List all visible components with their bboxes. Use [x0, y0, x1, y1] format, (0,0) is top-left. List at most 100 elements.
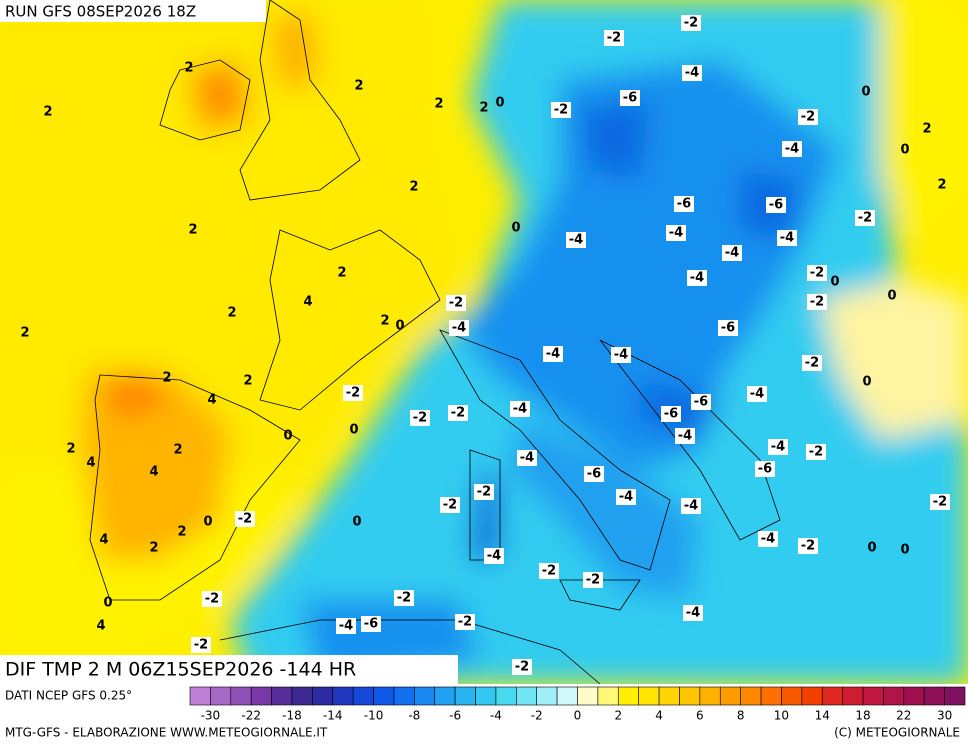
- contour-label: -6: [769, 198, 783, 213]
- field-box: [0, 655, 458, 685]
- contour-label: -2: [451, 406, 465, 421]
- colorbar-label: 6: [696, 709, 704, 723]
- colorbar-label: -10: [364, 709, 384, 723]
- contour-label: 2: [162, 371, 171, 386]
- contour-label: 2: [354, 79, 363, 94]
- label-bg: [681, 15, 701, 31]
- contour-label: -4: [669, 226, 683, 241]
- label-bg: [235, 511, 255, 527]
- contour-label: -2: [443, 498, 457, 513]
- contour-label: -2: [607, 31, 621, 46]
- colorbar-cell: [617, 686, 639, 706]
- contour-label: -4: [569, 233, 583, 248]
- colorbar-cell: [189, 686, 211, 706]
- contour-label: -4: [614, 348, 628, 363]
- label-bg: [620, 90, 640, 106]
- colorbar-cell: [393, 686, 415, 706]
- label-bg: [449, 320, 469, 336]
- colorbar-cell: [842, 686, 864, 706]
- colorbar-label: 30: [937, 709, 952, 723]
- colorbar-cell: [638, 686, 660, 706]
- contour-label: -2: [801, 539, 815, 554]
- colorbar-cell: [434, 686, 456, 706]
- label-bg: [584, 466, 604, 482]
- label-bg: [394, 590, 414, 606]
- label-bg: [747, 386, 767, 402]
- contour-label: 2: [380, 314, 389, 329]
- colorbar-cell: [577, 686, 599, 706]
- contour-label: 0: [867, 541, 876, 556]
- label-bg: [798, 109, 818, 125]
- contour-label: 0: [103, 596, 112, 611]
- label-bg: [484, 548, 504, 564]
- contour-label: -4: [725, 246, 739, 261]
- contour-label: -4: [685, 66, 699, 81]
- label-bg: [683, 605, 703, 621]
- contour-label: -2: [346, 386, 360, 401]
- colorbar-label: 8: [737, 709, 745, 723]
- label-bg: [604, 30, 624, 46]
- contour-label: -2: [809, 445, 823, 460]
- colorbar-label: 2: [614, 709, 622, 723]
- field: [0, 0, 968, 684]
- run-box: [0, 0, 266, 22]
- label-bg: [807, 265, 827, 281]
- contour-label: -4: [780, 231, 794, 246]
- label-bg: [551, 102, 571, 118]
- colorbar-cell: [312, 686, 334, 706]
- contour-label: 0: [352, 515, 361, 530]
- label-bg: [691, 394, 711, 410]
- colorbar-cell: [923, 686, 945, 706]
- contour-label: 2: [937, 178, 946, 193]
- contour-label: -6: [694, 395, 708, 410]
- contour-label: 4: [207, 393, 216, 408]
- contour-label: 2: [434, 97, 443, 112]
- colorbar-cell: [230, 686, 252, 706]
- contour-label: 2: [479, 101, 488, 116]
- label-bg: [782, 141, 802, 157]
- label-bg: [687, 270, 707, 286]
- colorbar-cell: [740, 686, 762, 706]
- contour-label: -2: [933, 495, 947, 510]
- contour-label: -2: [554, 103, 568, 118]
- contour-label: 4: [99, 533, 108, 548]
- colorbar-cell: [903, 686, 925, 706]
- contour-label: -4: [750, 387, 764, 402]
- colorbar-label: 0: [574, 709, 582, 723]
- colorbar-cell: [556, 686, 578, 706]
- colorbar-label: -18: [282, 709, 302, 723]
- contour-label: 2: [922, 122, 931, 137]
- colorbar-cell: [373, 686, 395, 706]
- colorbar-label: -30: [201, 709, 221, 723]
- colorbar-cell: [536, 686, 558, 706]
- label-bg: [798, 538, 818, 554]
- contour-label: 0: [283, 429, 292, 444]
- label-bg: [681, 498, 701, 514]
- label-bg: [777, 230, 797, 246]
- contour-label: -4: [678, 429, 692, 444]
- colorbar-cell: [271, 686, 293, 706]
- contour-label: -4: [619, 490, 633, 505]
- label-bg: [855, 210, 875, 226]
- contour-label: 2: [337, 266, 346, 281]
- colorbar-cell: [699, 686, 721, 706]
- label-bg: [758, 531, 778, 547]
- label-bg: [766, 197, 786, 213]
- colorbar-label: 4: [655, 709, 663, 723]
- contour-label: -4: [761, 532, 775, 547]
- colorbar-label: -8: [408, 709, 420, 723]
- contour-label: -6: [364, 617, 378, 632]
- contour-label: 0: [862, 375, 871, 390]
- colorbar-label: 10: [774, 709, 789, 723]
- contour-label: -6: [677, 197, 691, 212]
- contour-label: 2: [188, 223, 197, 238]
- contour-label: 2: [227, 306, 236, 321]
- colorbar-cell: [332, 686, 354, 706]
- label-bg: [611, 347, 631, 363]
- contour-label: 2: [243, 374, 252, 389]
- colorbar-cell: [291, 686, 313, 706]
- contour-label: -4: [339, 619, 353, 634]
- contour-label: -4: [546, 347, 560, 362]
- colorbar-cell: [516, 686, 538, 706]
- contour-label: 4: [96, 619, 105, 634]
